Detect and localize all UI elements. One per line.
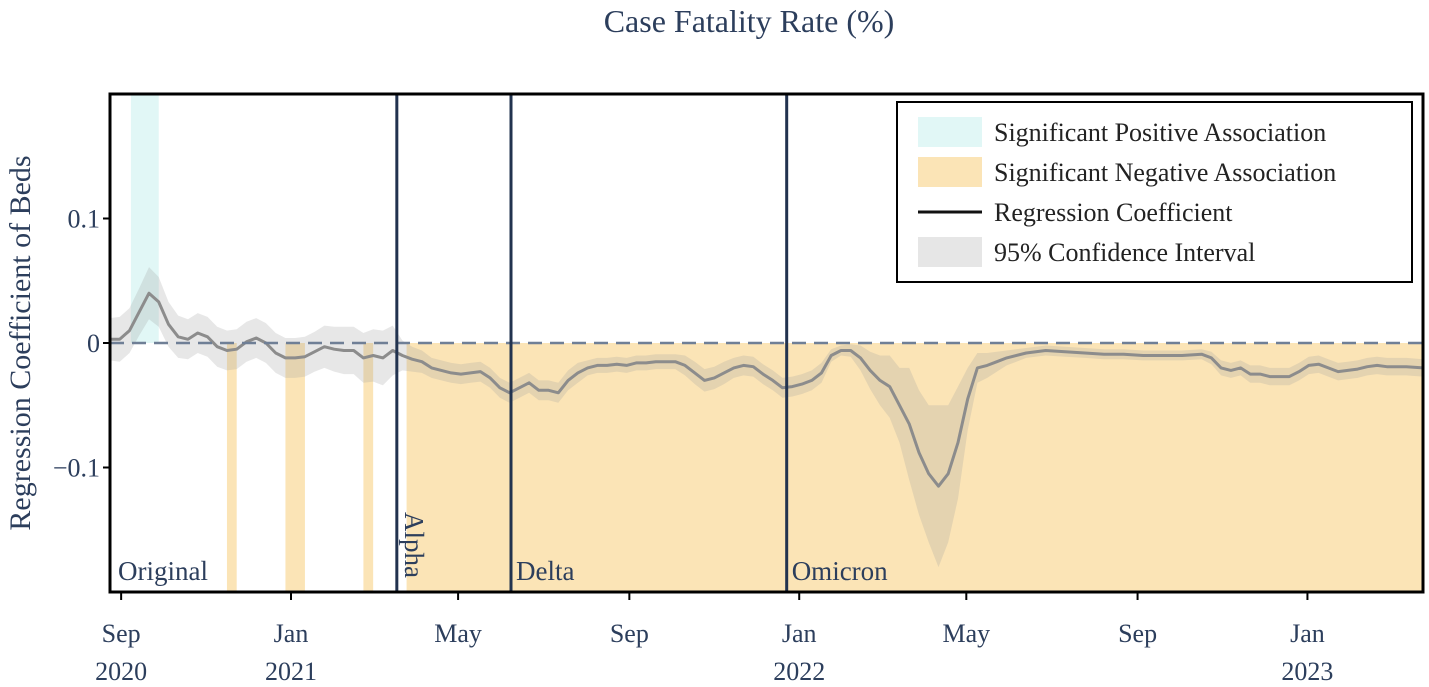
plot-area: Original Alpha Delta Omicron (110, 94, 1424, 592)
negative-association-band (363, 343, 374, 592)
legend-box (896, 101, 1413, 283)
y-axis-label: Regression Coefficient of Beds (4, 155, 37, 530)
legend-entry-label: Significant Negative Association (994, 158, 1336, 187)
y-tick-label: 0 (87, 329, 100, 358)
era-label-omicron: Omicron (792, 556, 888, 586)
x-tick-label-year: 2021 (265, 657, 317, 686)
negative-association-band (285, 343, 305, 592)
legend-entry-label: 95% Confidence Interval (994, 238, 1255, 267)
y-tick-label: 0.1 (68, 205, 101, 234)
era-label-delta: Delta (516, 556, 574, 586)
legend-patch-swatch (918, 117, 982, 147)
chart-title: Case Fatality Rate (%) (604, 3, 895, 39)
regression-coefficient-line (110, 291, 1424, 488)
legend-patch-swatch (918, 237, 982, 267)
x-tick-label-month: Sep (610, 619, 649, 648)
legend: Significant Positive Association Signific… (896, 101, 1413, 283)
x-tick-label-month: Jan (1290, 619, 1325, 648)
x-tick-label-year: 2023 (1281, 657, 1333, 686)
legend-patch-swatch (918, 157, 982, 187)
legend-entry-label: Regression Coefficient (994, 198, 1233, 227)
x-tick-label-month: May (942, 619, 990, 648)
negative-association-band (226, 343, 237, 592)
era-label-alpha: Alpha (399, 512, 429, 578)
axes: 0.1 0 −0.1 Sep 2020 Jan 2021 May Sep Jan 2022 May Se… (53, 92, 1425, 686)
x-tick-label-month: May (434, 619, 482, 648)
x-tick-label-month: Jan (782, 619, 817, 648)
x-tick-label-year: 2020 (95, 657, 147, 686)
negative-association-band (406, 343, 1423, 592)
x-tick-label-month: Sep (1118, 619, 1157, 648)
x-tick-label-year: 2022 (773, 657, 825, 686)
legend-entry-label: Significant Positive Association (994, 118, 1326, 147)
x-tick-label-month: Jan (274, 619, 309, 648)
y-tick-label: −0.1 (53, 454, 100, 483)
era-label-original: Original (118, 556, 208, 586)
x-tick-label-month: Sep (102, 619, 141, 648)
